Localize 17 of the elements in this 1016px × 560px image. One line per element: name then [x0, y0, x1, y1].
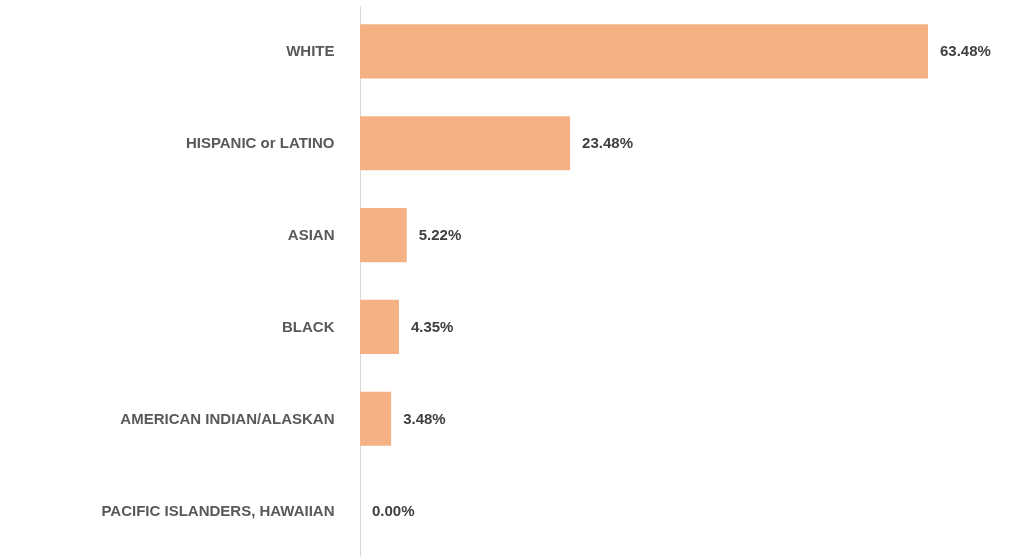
y-tick-label: WHITE — [286, 42, 335, 60]
y-tick-label: AMERICAN INDIAN/ALASKAN — [120, 409, 335, 427]
data-label: 4.35% — [410, 317, 454, 335]
y-tick-label: PACIFIC ISLANDERS, HAWAIIAN — [101, 501, 335, 519]
bar — [360, 208, 407, 263]
bar — [360, 24, 928, 79]
y-tick-label: ASIAN — [287, 226, 335, 244]
data-label: 23.48% — [582, 134, 633, 152]
data-label: 0.00% — [372, 501, 415, 519]
bar — [360, 116, 571, 171]
data-label: 3.48% — [403, 409, 446, 427]
data-label: 63.48% — [940, 42, 991, 60]
bar — [360, 299, 399, 354]
y-tick-label: HISPANIC or LATINO — [185, 134, 335, 152]
bar — [360, 391, 392, 446]
data-label: 5.22% — [418, 226, 462, 244]
y-tick-label: BLACK — [282, 317, 335, 335]
